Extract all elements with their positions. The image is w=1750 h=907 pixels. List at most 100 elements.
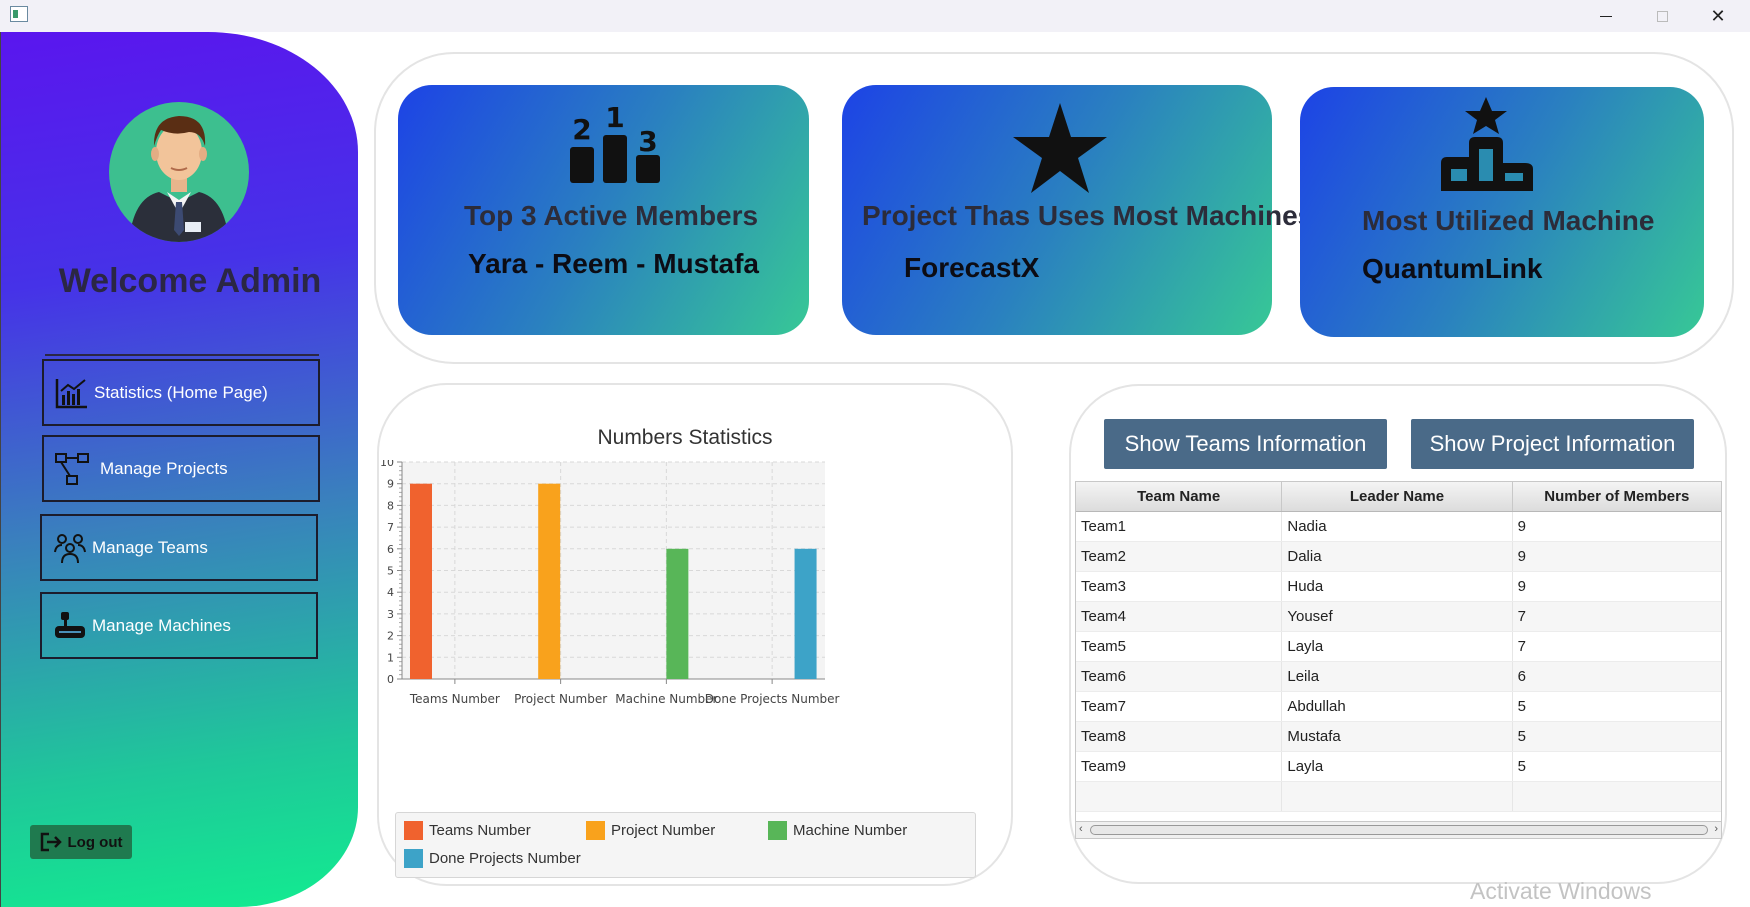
- table-row[interactable]: Team9 Layla 5: [1076, 752, 1721, 782]
- most-utilized-machine-card: Most Utilized Machine QuantumLink: [1300, 87, 1704, 337]
- table-cell: Huda: [1282, 572, 1513, 601]
- table-cell: Layla: [1282, 632, 1513, 661]
- chart-legend: Teams Number Project Number Machine Numb…: [395, 812, 976, 878]
- bar-done-projects-number: [794, 548, 817, 679]
- bar-machine-number: [666, 548, 689, 679]
- table-row[interactable]: Team8 Mustafa 5: [1076, 722, 1721, 752]
- bar-chart: 0 1 2 3 4 5 6 7 8 9 10 Teams Number Project Number Ma…: [380, 460, 840, 706]
- nav-manage-projects-button[interactable]: Manage Projects: [42, 435, 320, 502]
- logout-button[interactable]: Log out: [30, 825, 132, 859]
- most-utilized-machine-title: Most Utilized Machine: [1362, 205, 1655, 236]
- top-members-title: Top 3 Active Members: [464, 200, 759, 231]
- close-icon[interactable]: ✕: [1710, 5, 1726, 26]
- column-header-leader-name[interactable]: Leader Name: [1282, 482, 1513, 511]
- star-icon: [1013, 103, 1107, 193]
- x-tick-label: Teams Number: [409, 692, 500, 706]
- show-teams-button[interactable]: Show Teams Information: [1104, 419, 1387, 469]
- svg-text:1: 1: [605, 101, 624, 134]
- table-cell: Layla: [1282, 752, 1513, 781]
- table-cell: Team9: [1076, 752, 1283, 781]
- table-cell: 7: [1517, 608, 1526, 625]
- legend-label-projects: Project Number: [611, 822, 716, 839]
- table-cell: 9: [1517, 518, 1526, 535]
- x-tick-label: Machine Number: [615, 692, 717, 706]
- legend-swatch-machines: [768, 821, 787, 840]
- legend-swatch-done-projects: [404, 849, 423, 868]
- svg-text:3: 3: [638, 125, 657, 158]
- table-row: [1076, 782, 1721, 812]
- podium-icon: 2 1 3: [570, 101, 660, 183]
- legend-swatch-teams: [404, 821, 423, 840]
- scroll-right-icon[interactable]: ›: [1714, 823, 1718, 835]
- activation-watermark: Activate Windows: [1470, 878, 1652, 904]
- legend-item-projects: Project Number: [586, 821, 715, 840]
- y-tick-label: 6: [387, 543, 394, 556]
- most-machines-project-card: Project Thas Uses Most Machines Forecast…: [842, 85, 1313, 335]
- nav-statistics-button[interactable]: Statistics (Home Page): [42, 359, 320, 426]
- podium-star-icon: [1441, 97, 1533, 191]
- table-cell: [1282, 782, 1513, 811]
- team-icon: [52, 530, 88, 566]
- table-row[interactable]: Team7 Abdullah 5: [1076, 692, 1721, 722]
- y-tick-label: 7: [387, 521, 394, 534]
- minimize-icon[interactable]: [1578, 0, 1634, 32]
- legend-item-teams: Teams Number: [404, 821, 531, 840]
- x-tick-label: Project Number: [514, 692, 607, 706]
- legend-swatch-projects: [586, 821, 605, 840]
- table-row[interactable]: Team4 Yousef 7: [1076, 602, 1721, 632]
- table-cell: Team8: [1076, 722, 1283, 751]
- table-cell: Team2: [1076, 542, 1283, 571]
- sidebar: Welcome Admin Statistics (Home Page) Man…: [0, 32, 358, 907]
- table-row[interactable]: Team1 Nadia 9: [1076, 512, 1721, 542]
- most-machines-project-value: ForecastX: [904, 252, 1040, 283]
- legend-label-done-projects: Done Projects Number: [429, 850, 581, 867]
- table-cell: Yousef: [1282, 602, 1513, 631]
- y-tick-label: 9: [387, 478, 394, 491]
- scroll-left-icon[interactable]: ‹: [1079, 823, 1083, 835]
- table-body: Team1 Nadia 9 Team2 Dalia 9 Team3 Huda 9 Team4 You…: [1076, 512, 1721, 812]
- most-utilized-machine-value: QuantumLink: [1362, 253, 1543, 284]
- nav-manage-teams-button[interactable]: Manage Teams: [40, 514, 318, 581]
- y-tick-label: 0: [387, 673, 394, 686]
- maximize-icon[interactable]: [1634, 0, 1690, 32]
- table-cell: 7: [1517, 638, 1526, 655]
- logout-label: Log out: [67, 833, 123, 851]
- most-machines-project-title: Project Thas Uses Most Machines: [862, 200, 1314, 231]
- table-cell: 5: [1517, 728, 1526, 745]
- y-tick-label: 3: [387, 608, 394, 621]
- table-cell: 5: [1517, 758, 1526, 775]
- table-row[interactable]: Team5 Layla 7: [1076, 632, 1721, 662]
- top-members-value: Yara - Reem - Mustafa: [468, 248, 759, 279]
- app-icon: [10, 6, 28, 22]
- nav-manage-projects-label: Manage Projects: [100, 458, 228, 478]
- legend-item-done-projects: Done Projects Number: [404, 849, 581, 868]
- machine-icon: [52, 608, 88, 644]
- y-tick-label: 5: [387, 565, 394, 578]
- x-tick-label: Done Projects Number: [705, 692, 840, 706]
- table-cell: [1076, 782, 1283, 811]
- logout-icon: [40, 832, 62, 852]
- sidebar-divider: [45, 354, 319, 356]
- column-header-members[interactable]: Number of Members: [1544, 488, 1690, 505]
- table-cell: Dalia: [1282, 542, 1513, 571]
- scrollbar-thumb[interactable]: [1090, 825, 1708, 835]
- table-row[interactable]: Team6 Leila 6: [1076, 662, 1721, 692]
- table-cell: Team3: [1076, 572, 1283, 601]
- column-header-team-name[interactable]: Team Name: [1076, 482, 1283, 511]
- nav-manage-machines-button[interactable]: Manage Machines: [40, 592, 318, 659]
- y-tick-label: 10: [380, 460, 394, 469]
- bar-project-number: [538, 483, 561, 679]
- legend-label-teams: Teams Number: [429, 822, 531, 839]
- table-cell: Team7: [1076, 692, 1283, 721]
- nav-statistics-label: Statistics (Home Page): [94, 382, 268, 402]
- show-projects-button[interactable]: Show Project Information: [1411, 419, 1694, 469]
- table-row[interactable]: Team3 Huda 9: [1076, 572, 1721, 602]
- legend-item-machines: Machine Number: [768, 821, 907, 840]
- table-row[interactable]: Team2 Dalia 9: [1076, 542, 1721, 572]
- table-horizontal-scrollbar[interactable]: ‹ ›: [1075, 821, 1722, 839]
- table-cell: Team6: [1076, 662, 1283, 691]
- nav-manage-teams-label: Manage Teams: [92, 537, 208, 557]
- welcome-heading: Welcome Admin: [58, 262, 322, 300]
- table-cell: Leila: [1282, 662, 1513, 691]
- chart-title: Numbers Statistics: [597, 426, 773, 449]
